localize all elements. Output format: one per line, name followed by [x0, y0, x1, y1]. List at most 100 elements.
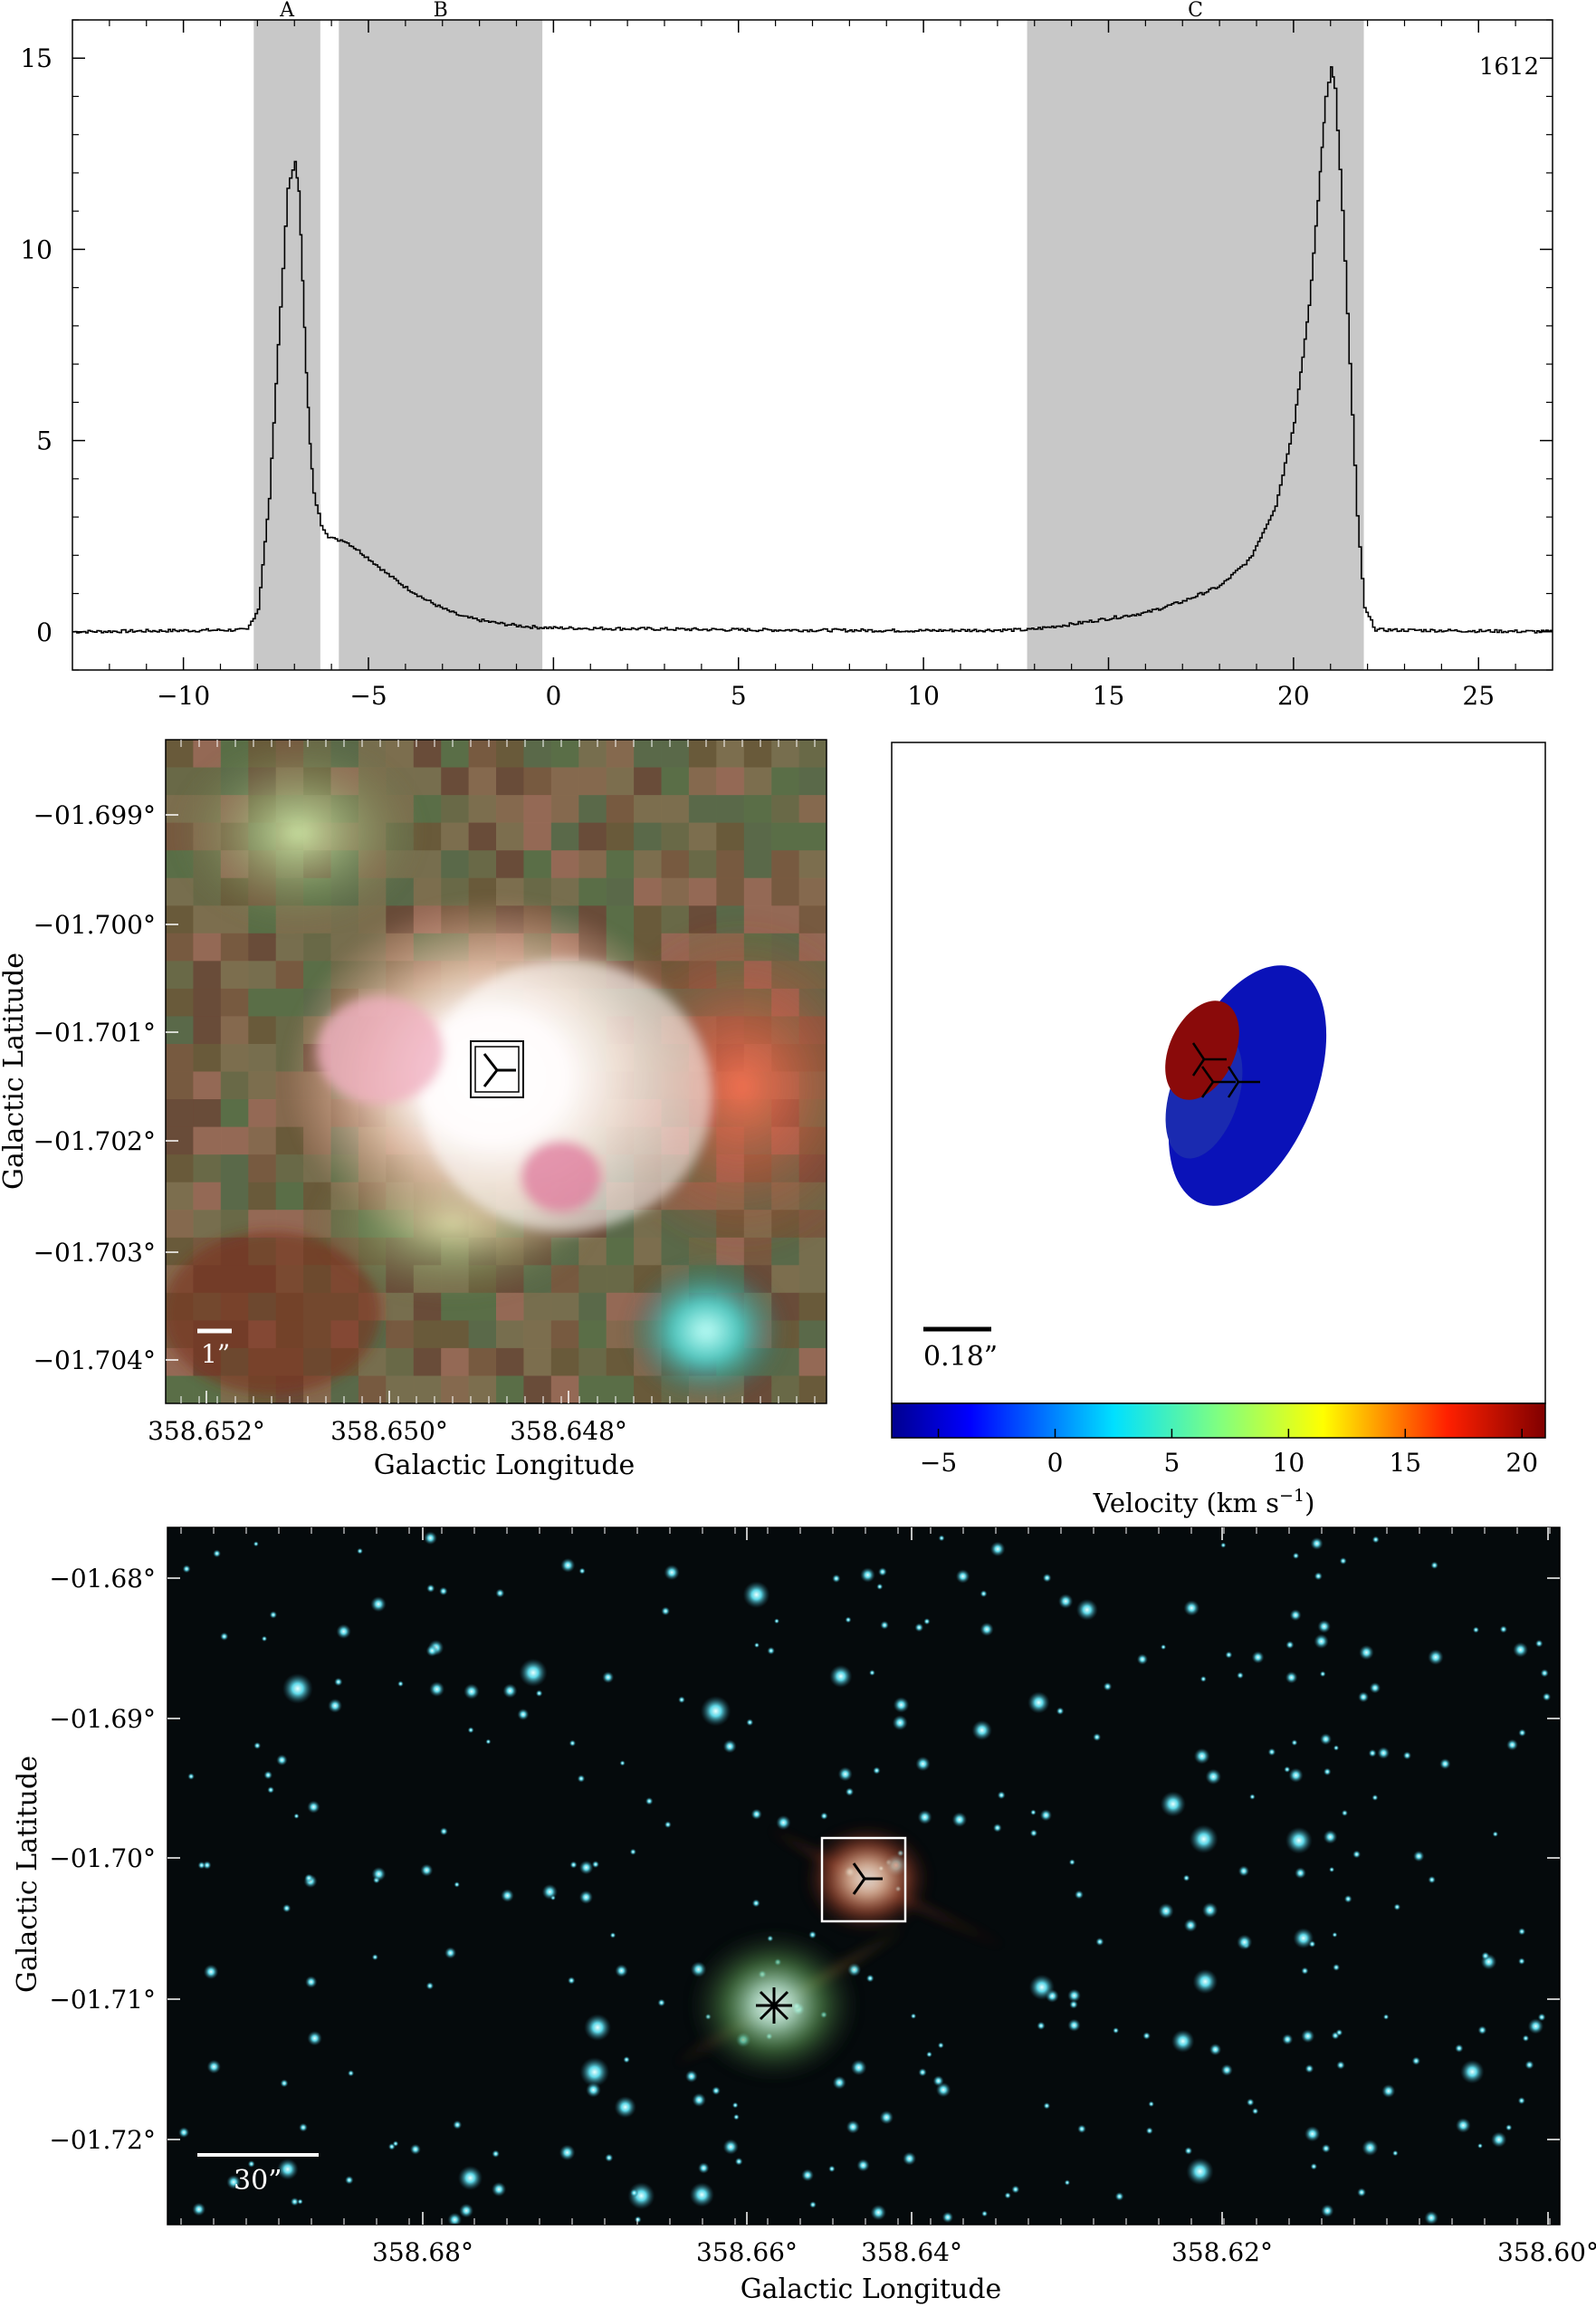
star	[178, 2127, 190, 2139]
star	[1537, 2013, 1546, 2022]
image-pixel	[166, 905, 194, 934]
star	[1428, 1649, 1444, 1666]
star	[722, 2139, 739, 2155]
star	[517, 1709, 530, 1720]
star	[938, 1535, 945, 1542]
y-tick-label: −01.704°	[33, 1345, 156, 1375]
image-pixel	[496, 850, 524, 879]
star	[424, 1531, 437, 1546]
image-pixel	[523, 1375, 552, 1403]
star	[1321, 2143, 1331, 2153]
star	[1492, 1831, 1499, 1837]
image-pixel	[468, 1347, 497, 1376]
y-tick-label: −01.70°	[49, 1843, 156, 1873]
star	[1518, 1928, 1526, 1936]
star	[1183, 1919, 1198, 1932]
star	[197, 1861, 205, 1870]
star	[1310, 2163, 1318, 2170]
star	[731, 2101, 739, 2109]
image-pixel	[386, 740, 415, 769]
wide-field-axes: 358.68° 358.66° 358.64° 358.62° 358.60° −01.6…	[49, 1527, 1596, 2267]
image-pixel	[413, 1320, 442, 1349]
image-pixel	[220, 1016, 249, 1045]
image-pixel	[248, 988, 277, 1017]
star	[1540, 1669, 1549, 1678]
image-pixel	[386, 1320, 415, 1349]
image-pixel	[193, 1016, 222, 1045]
star	[941, 2211, 954, 2224]
image-pixel	[330, 1375, 359, 1403]
image-pixel	[743, 877, 772, 906]
star	[750, 1808, 762, 1820]
image-pixel	[716, 740, 745, 769]
image-pixel	[771, 850, 800, 879]
image-pixel	[606, 795, 635, 824]
star	[937, 2042, 944, 2049]
star	[619, 1760, 626, 1766]
star	[1028, 1974, 1055, 2000]
colorbar-label: Velocity (km s−1)	[1093, 1486, 1315, 1518]
x-tick-label: 15	[1093, 681, 1125, 711]
star	[1103, 1681, 1113, 1691]
wide-scalebar-label: 30”	[234, 2165, 282, 2197]
image-pixel	[496, 1375, 524, 1403]
star	[870, 2204, 886, 2221]
star	[809, 2201, 817, 2208]
image-pixel	[166, 1182, 194, 1211]
x-tick-label: 10	[907, 681, 940, 711]
star	[918, 2068, 927, 2077]
image-pixel	[220, 961, 249, 990]
star	[1291, 1739, 1298, 1747]
star	[1056, 1707, 1065, 1716]
image-pixel	[550, 767, 579, 796]
star	[955, 1569, 970, 1584]
star	[1113, 2027, 1120, 2034]
star	[1371, 1536, 1380, 1544]
image-pixel	[220, 1099, 249, 1128]
star	[1310, 1536, 1324, 1550]
x-tick-label: 25	[1462, 681, 1495, 711]
star	[444, 1947, 457, 1959]
x-tick-label: 20	[1277, 681, 1310, 711]
image-pixel	[248, 1071, 277, 1100]
image-pixel	[193, 1126, 222, 1155]
image-pixel	[413, 1347, 442, 1376]
y-tick-label: 10	[20, 235, 53, 264]
image-pixel	[413, 740, 442, 769]
star	[213, 1549, 222, 1558]
star	[1321, 2204, 1334, 2217]
image-pixel	[716, 850, 745, 879]
image-pixel	[413, 767, 442, 796]
star	[1392, 2149, 1399, 2157]
star	[623, 2056, 630, 2063]
image-pixel	[523, 1347, 552, 1376]
wide-ylabel: Galactic Latitude	[12, 1756, 43, 1993]
colorbar-axis: −5 0 5 10 15 20	[920, 1429, 1538, 1478]
image-pixel	[468, 740, 497, 769]
star	[801, 2168, 814, 2182]
star	[429, 1681, 445, 1698]
star	[1460, 2060, 1485, 2084]
star	[1305, 2063, 1314, 2073]
star	[1522, 2034, 1530, 2042]
star	[776, 1814, 791, 1831]
image-pixel	[166, 1071, 194, 1100]
star	[1455, 2118, 1471, 2133]
star	[1292, 1552, 1300, 1560]
star	[457, 2165, 483, 2191]
star	[253, 1541, 259, 1547]
star	[917, 1810, 932, 1824]
wide-xlabel: Galactic Longitude	[741, 2273, 1002, 2305]
image-pixel	[220, 1071, 249, 1100]
spectrum-axes: −10 −5 0 5 10 15 20 25 0 5 10 15	[20, 19, 1553, 711]
star	[578, 1890, 594, 1904]
star	[1320, 1733, 1332, 1746]
image-pixel	[550, 795, 579, 824]
image-pixel	[275, 1182, 304, 1211]
source-label: 1612	[1479, 53, 1539, 81]
star	[602, 1671, 615, 1683]
star	[664, 1565, 680, 1581]
star	[1333, 1745, 1340, 1751]
image-pixel	[550, 1320, 579, 1349]
star	[1369, 1682, 1381, 1694]
